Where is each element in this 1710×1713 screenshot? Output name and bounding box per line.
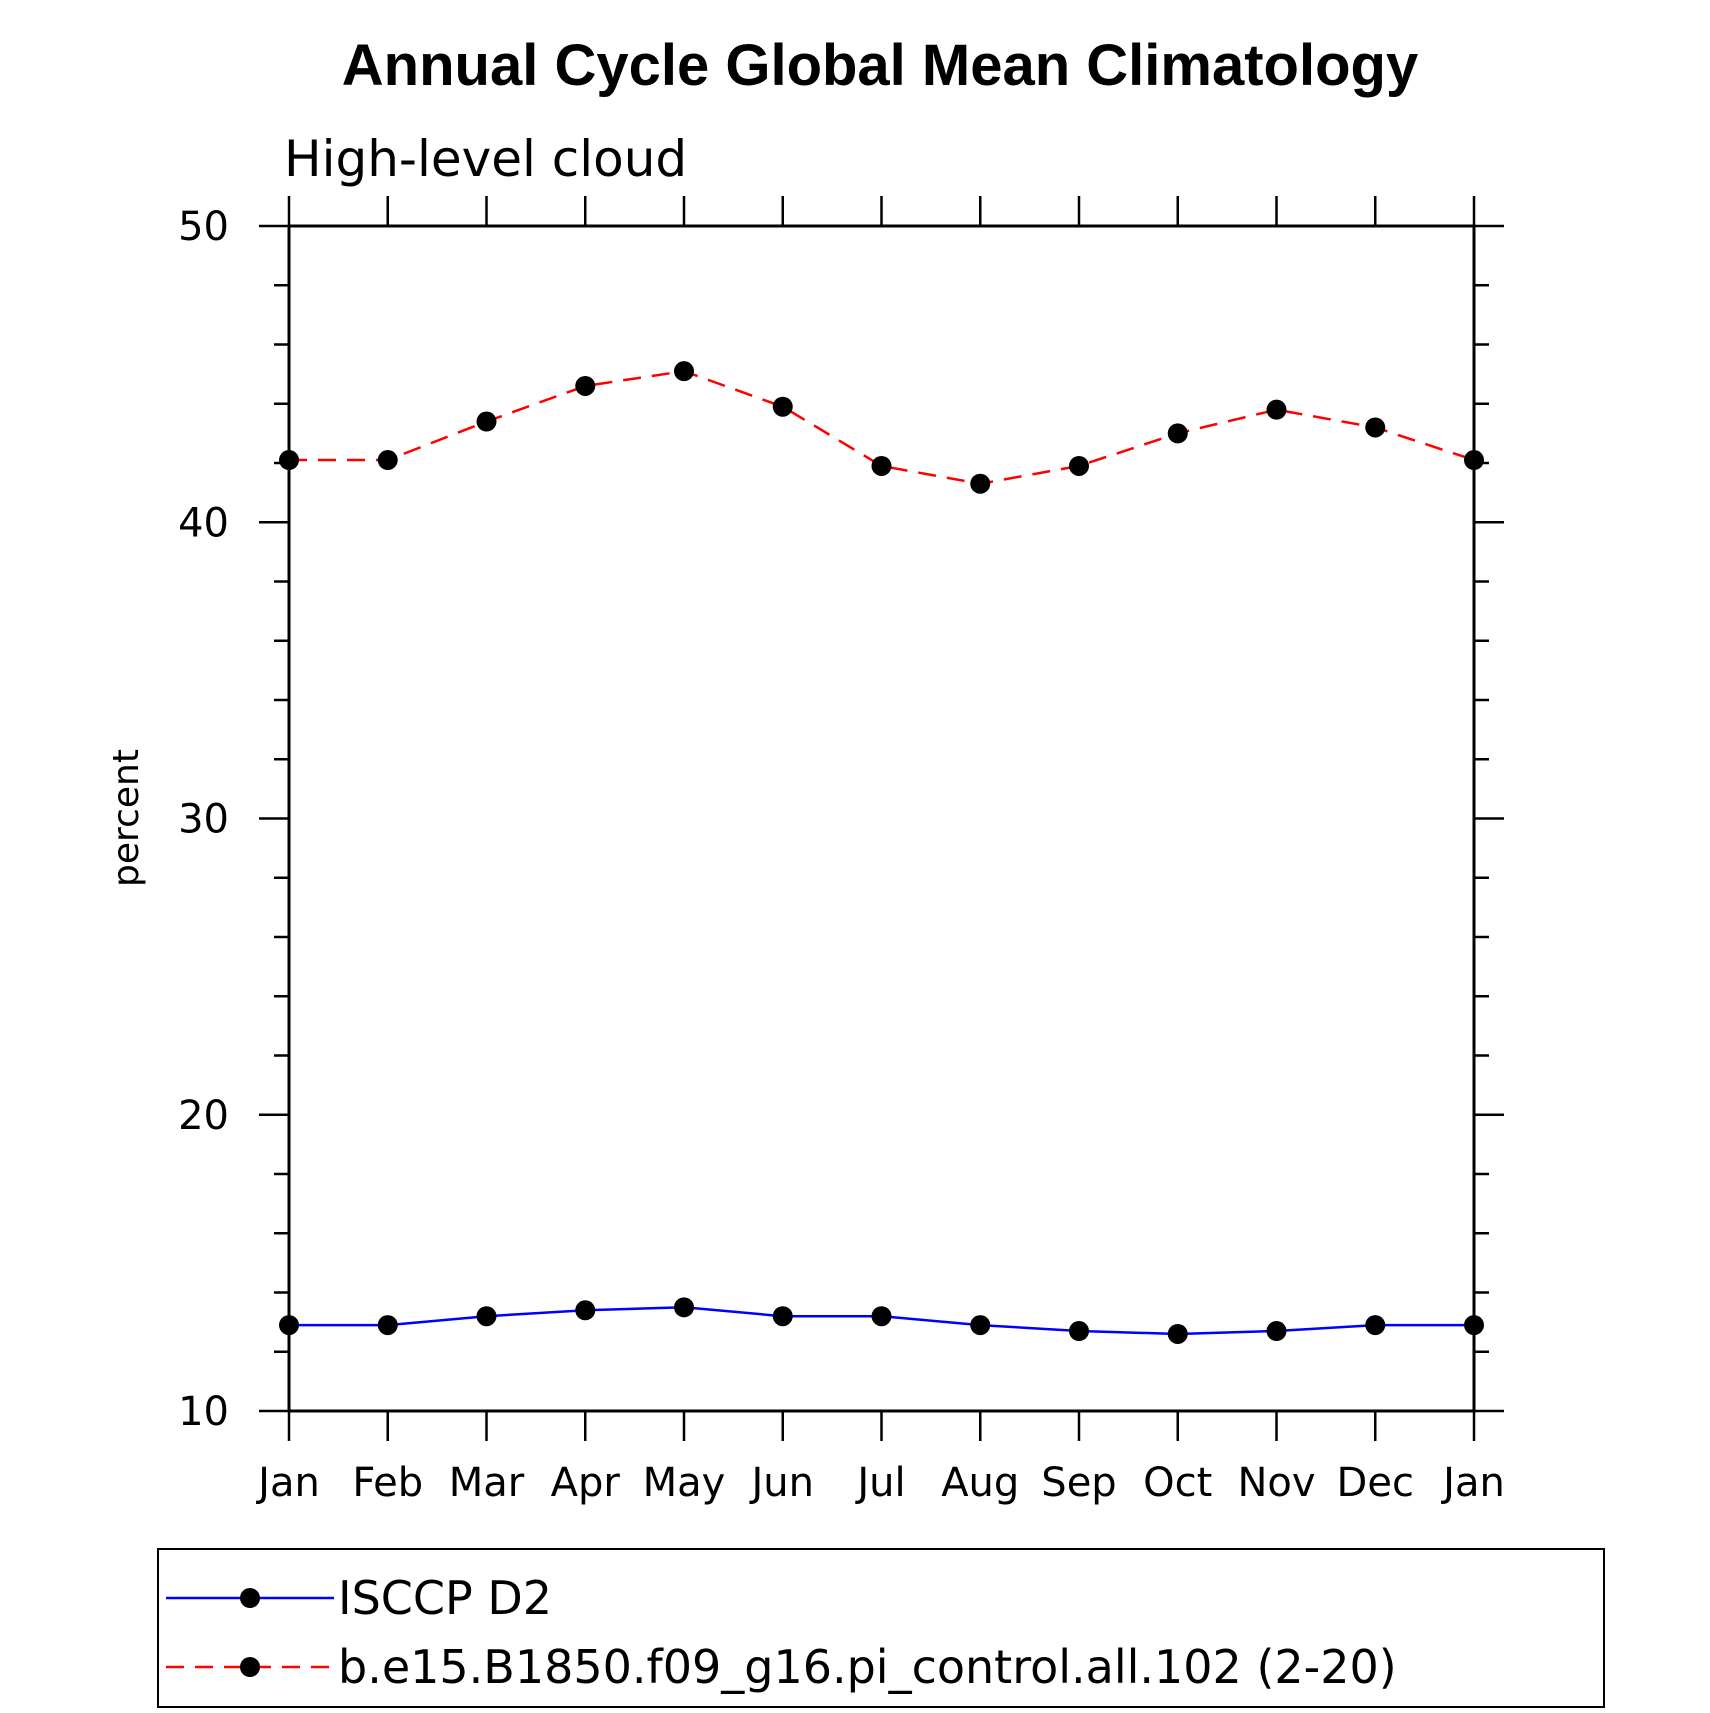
y-axis: 10 20 30 40 50 (178, 204, 1504, 1435)
series-2 (279, 361, 1484, 494)
chart-subtitle: High-level cloud (284, 130, 687, 188)
data-point (1365, 417, 1386, 438)
x-tick-label: Nov (1237, 1460, 1315, 1506)
data-point (674, 361, 694, 382)
data-point (1167, 1323, 1188, 1344)
data-point (674, 1297, 694, 1318)
legend-marker (240, 1657, 260, 1677)
series-1 (279, 1297, 1484, 1344)
data-point (377, 450, 398, 471)
x-tick-label: Jan (1440, 1460, 1505, 1506)
data-point (1365, 1315, 1386, 1336)
data-point (1266, 1321, 1287, 1342)
legend-label: b.e15.B1850.f09_g16.pi_control.all.102 (… (338, 1640, 1397, 1694)
series-layer (279, 361, 1484, 1344)
x-tick-label: Jan (255, 1460, 320, 1506)
data-point (871, 455, 892, 476)
data-point (575, 1300, 596, 1321)
data-point (476, 411, 497, 432)
legend: ISCCP D2 b.e15.B1850.f09_g16.pi_control.a… (157, 1548, 1605, 1708)
data-point (1266, 399, 1287, 420)
x-tick-label: Jul (854, 1460, 905, 1506)
data-point (279, 1315, 299, 1336)
y-tick-label: 10 (178, 1389, 229, 1435)
x-tick-label: Sep (1041, 1460, 1116, 1506)
data-point (1069, 1321, 1089, 1342)
y-axis-label: percent (106, 749, 147, 887)
x-tick-label: May (643, 1460, 726, 1506)
x-tick-label: Mar (449, 1460, 525, 1506)
legend-box (157, 1548, 1605, 1708)
y-tick-label: 50 (178, 204, 229, 250)
data-point (1069, 455, 1089, 476)
data-point (970, 1315, 991, 1336)
x-tick-label: Apr (551, 1460, 621, 1506)
y-tick-label: 20 (178, 1093, 229, 1139)
data-point (279, 450, 299, 471)
data-point (575, 375, 596, 396)
data-point (377, 1315, 398, 1336)
legend-marker (240, 1588, 260, 1608)
x-tick-label: Feb (352, 1460, 423, 1506)
x-tick-label: Jun (749, 1460, 815, 1506)
plot-frame (287, 224, 1476, 1413)
chart-title: Annual Cycle Global Mean Climatology (342, 33, 1418, 98)
plot-border (287, 224, 1476, 1413)
data-point (1464, 1315, 1484, 1336)
data-point (970, 473, 991, 494)
x-tick-label: Oct (1143, 1460, 1212, 1506)
data-point (772, 396, 793, 417)
y-tick-label: 40 (178, 500, 229, 546)
data-point (476, 1306, 497, 1327)
data-point (1464, 450, 1484, 471)
y-tick-label: 30 (178, 797, 229, 843)
x-tick-label: Dec (1337, 1460, 1414, 1506)
x-axis: Jan Feb Mar Apr May Jun Jul Aug Sep Oct Nov Dec Jan (255, 196, 1505, 1506)
data-point (1167, 423, 1188, 444)
x-tick-label: Aug (941, 1460, 1019, 1506)
data-point (772, 1306, 793, 1327)
legend-label: ISCCP D2 (338, 1571, 552, 1625)
data-point (871, 1306, 892, 1327)
